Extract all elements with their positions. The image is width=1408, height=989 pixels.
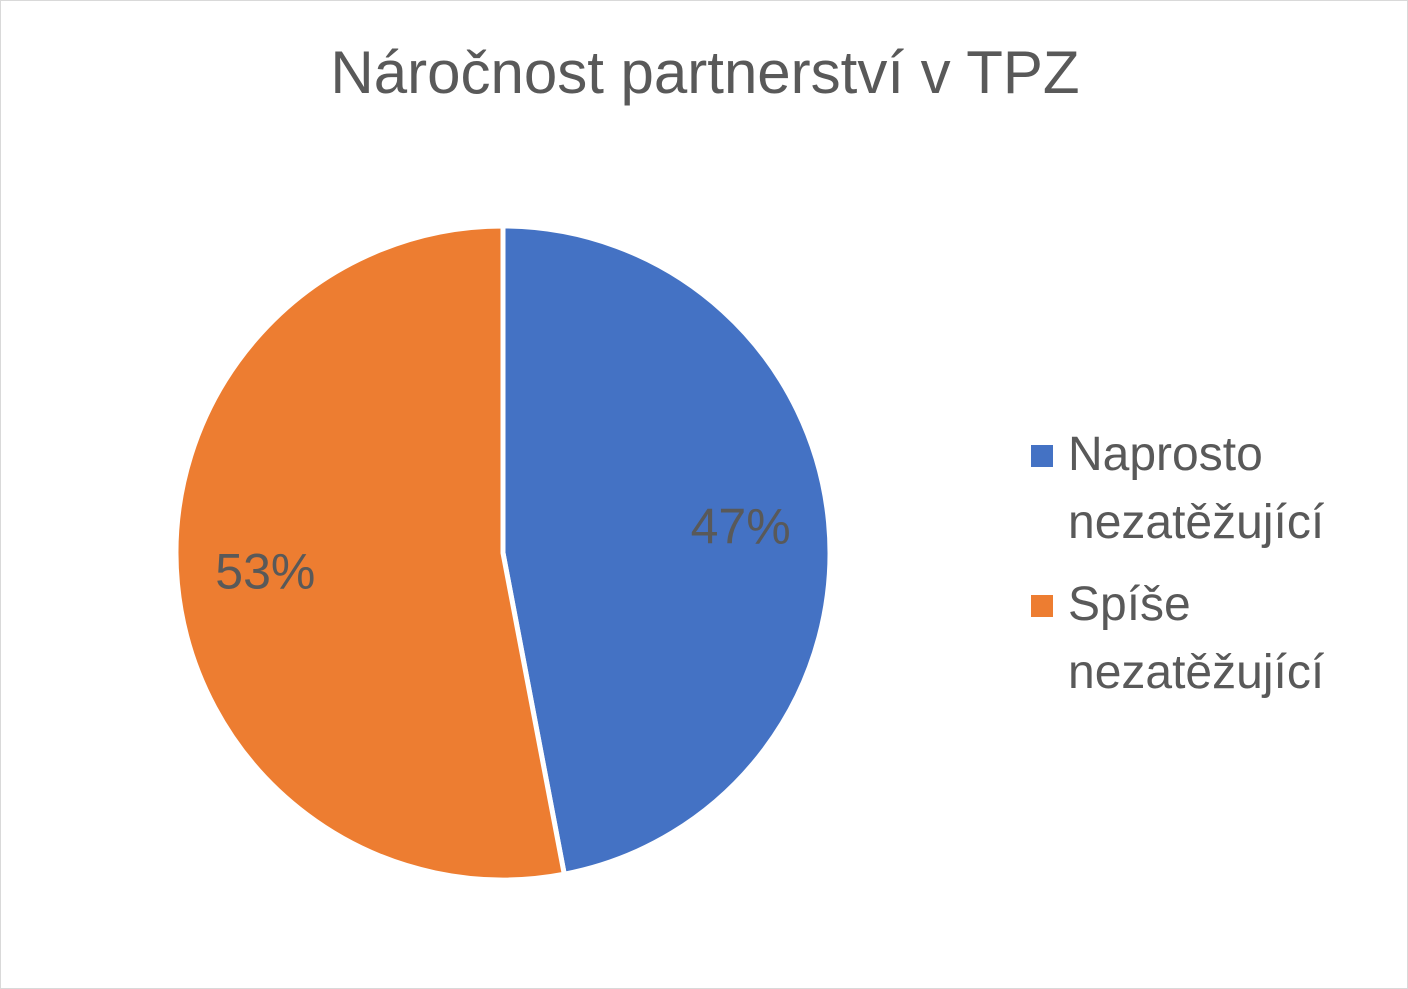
legend-label: Naprosto nezatěžující <box>1068 428 1325 549</box>
pie-slice <box>500 223 833 878</box>
legend-label: Spíše nezatěžující <box>1068 578 1325 699</box>
legend: Naprosto nezatěžující Spíše nezatěžující <box>1031 421 1371 721</box>
legend-swatch <box>1031 595 1053 617</box>
legend-item: Naprosto nezatěžující <box>1031 421 1371 557</box>
legend-swatch <box>1031 445 1053 467</box>
chart-title: Náročnost partnerství v TPZ <box>330 39 1079 106</box>
data-label: 53% <box>215 544 315 600</box>
data-label: 47% <box>691 499 791 555</box>
pie-slice <box>173 223 568 883</box>
legend-item: Spíše nezatěžující <box>1031 571 1371 707</box>
